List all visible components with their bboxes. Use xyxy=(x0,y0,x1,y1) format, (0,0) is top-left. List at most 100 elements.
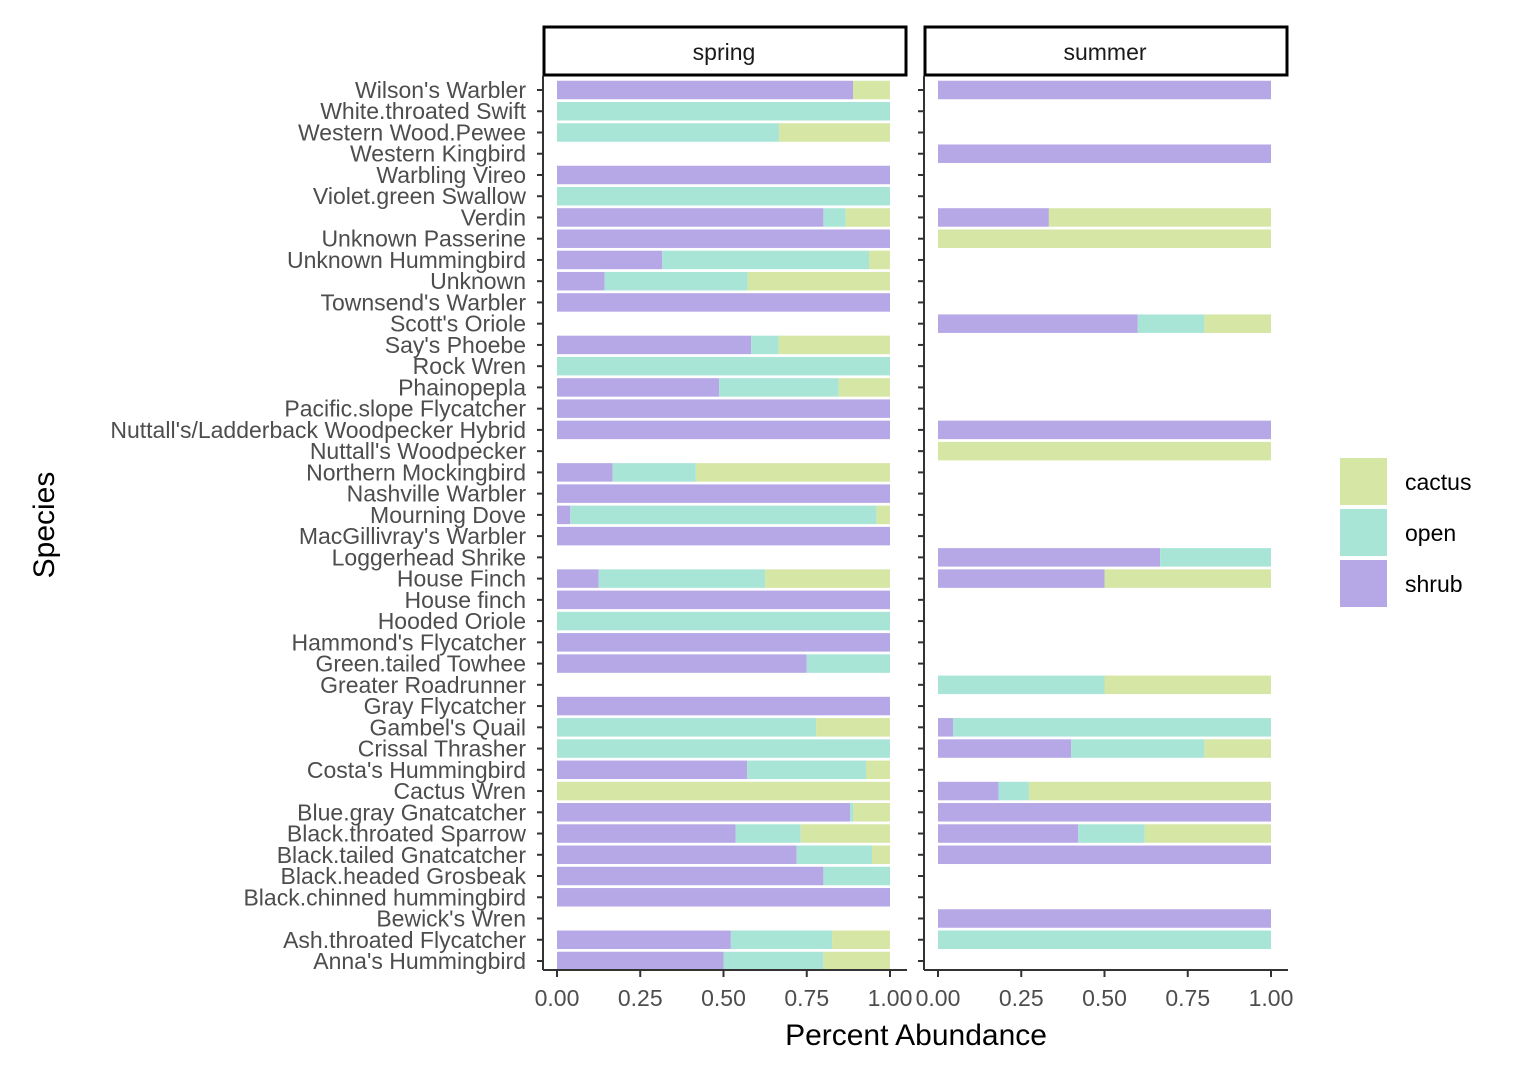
x-axis-title: Percent Abundance xyxy=(785,1019,1047,1052)
panel-spring: spring 0.00 0.25 0.50 0.75 1.00 xyxy=(535,25,913,1011)
bar-spring-house-finch-open xyxy=(598,569,766,588)
bar-spring-house-finch-shrub xyxy=(557,569,599,588)
bar-summer-house-finch-cactus xyxy=(1104,569,1271,588)
bar-spring-western-wood-pewee-open xyxy=(557,123,780,142)
bar-spring-ash-throated-flycatcher-cactus xyxy=(832,930,890,950)
bar-summer-house-finch-shrub xyxy=(938,569,1105,588)
bar-spring-black-throated-sparrow-shrub xyxy=(557,824,736,843)
bar-spring-ash-throated-flycatcher-open xyxy=(730,930,833,950)
facet-panels: spring 0.00 0.25 0.50 0.75 1.00 summer 0.00 0.25… xyxy=(535,25,1293,1011)
bar-spring-verdin-open xyxy=(823,208,846,227)
y-tick-label-black-tailed-gnatcatcher: Black.tailed Gnatcatcher xyxy=(277,842,527,868)
bar-spring-black-chinned-hummingbird-shrub xyxy=(557,888,890,907)
bar-spring-nuttall-s-ladderback-woodpecker-hybrid-shrub xyxy=(557,420,890,440)
bar-spring-wilson-s-warbler-shrub xyxy=(557,80,854,100)
bar-spring-hooded-oriole-open xyxy=(557,611,890,631)
bar-summer-loggerhead-shrike-shrub xyxy=(938,548,1161,567)
bar-spring-blue-gray-gnatcatcher-open xyxy=(850,803,854,822)
bar-spring-unknown-hummingbird-shrub xyxy=(557,250,663,270)
bar-spring-pacific-slope-flycatcher-shrub xyxy=(557,399,890,418)
y-tick-label-costa-s-hummingbird: Costa's Hummingbird xyxy=(307,757,526,783)
bar-spring-nashville-warbler-shrub xyxy=(557,484,890,503)
x-tick-label-summer-0: 0.00 xyxy=(916,985,961,1011)
y-tick-label-violet-green-swallow: Violet.green Swallow xyxy=(313,183,526,209)
bar-summer-cactus-wren-open xyxy=(998,781,1029,801)
bar-spring-white-throated-swift-open xyxy=(557,101,890,121)
bar-spring-blue-gray-gnatcatcher-cactus xyxy=(853,803,890,822)
bar-spring-green-tailed-towhee-open xyxy=(806,654,890,673)
y-tick-label-wilson-s-warbler: Wilson's Warbler xyxy=(355,77,526,103)
bar-summer-black-tailed-gnatcatcher-shrub xyxy=(938,845,1271,865)
bar-summer-black-throated-sparrow-shrub xyxy=(938,824,1079,843)
y-tick-label-mourning-dove: Mourning Dove xyxy=(370,502,526,528)
bar-summer-unknown-passerine-cactus xyxy=(938,229,1271,248)
bar-summer-scott-s-oriole-cactus xyxy=(1204,314,1271,333)
bar-spring-ash-throated-flycatcher-shrub xyxy=(557,930,731,950)
bar-spring-house-finch-shrub xyxy=(557,590,890,610)
y-tick-label-nuttall-s-ladderback-woodpecker-hybrid: Nuttall's/Ladderback Woodpecker Hybrid xyxy=(110,417,526,443)
y-tick-label-greater-roadrunner: Greater Roadrunner xyxy=(320,672,526,698)
bar-spring-black-tailed-gnatcatcher-cactus xyxy=(872,845,890,865)
bar-spring-say-s-phoebe-cactus xyxy=(778,335,890,355)
bar-spring-house-finch-cactus xyxy=(765,569,891,588)
bar-summer-scott-s-oriole-open xyxy=(1137,314,1205,333)
bar-spring-gambel-s-quail-open xyxy=(557,718,817,737)
y-tick-label-bewick-s-wren: Bewick's Wren xyxy=(376,906,526,932)
bar-summer-nuttall-s-woodpecker-cactus xyxy=(938,441,1271,461)
bar-spring-phainopepla-open xyxy=(719,378,839,397)
x-tick-label-summer-3: 0.75 xyxy=(1165,985,1210,1011)
bar-spring-unknown-shrub xyxy=(557,271,605,291)
bar-spring-mourning-dove-open xyxy=(570,505,877,525)
y-tick-label-western-wood-pewee: Western Wood.Pewee xyxy=(298,119,526,145)
bar-spring-unknown-open xyxy=(604,271,748,291)
bar-summer-crissal-thrasher-shrub xyxy=(938,739,1072,758)
bar-spring-northern-mockingbird-shrub xyxy=(557,463,613,482)
bar-spring-say-s-phoebe-shrub xyxy=(557,335,752,355)
bar-spring-anna-s-hummingbird-cactus xyxy=(823,951,890,971)
y-tick-label-phainopepla: Phainopepla xyxy=(398,374,526,400)
y-tick-label-unknown-passerine: Unknown Passerine xyxy=(321,226,526,252)
bar-summer-crissal-thrasher-open xyxy=(1071,739,1205,758)
y-tick-label-white-throated-swift: White.throated Swift xyxy=(320,98,526,124)
bar-summer-greater-roadrunner-open xyxy=(938,675,1105,695)
x-tick-label-spring-4: 1.00 xyxy=(868,985,913,1011)
y-tick-label-black-chinned-hummingbird: Black.chinned hummingbird xyxy=(243,884,526,910)
bar-spring-mourning-dove-shrub xyxy=(557,505,571,525)
strip-label-spring: spring xyxy=(693,39,756,65)
y-tick-label-macgillivray-s-warbler: MacGillivray's Warbler xyxy=(299,523,527,549)
bar-spring-black-throated-sparrow-open xyxy=(735,824,801,843)
y-tick-label-green-tailed-towhee: Green.tailed Towhee xyxy=(315,651,526,677)
bar-spring-unknown-passerine-shrub xyxy=(557,229,890,248)
bar-spring-gray-flycatcher-shrub xyxy=(557,696,890,716)
bar-summer-wilson-s-warbler-shrub xyxy=(938,80,1271,100)
y-tick-label-black-throated-sparrow: Black.throated Sparrow xyxy=(287,821,526,847)
bar-summer-black-throated-sparrow-open xyxy=(1078,824,1145,843)
legend-label-open: open xyxy=(1405,520,1456,546)
x-tick-label-spring-1: 0.25 xyxy=(618,985,663,1011)
bar-spring-black-tailed-gnatcatcher-shrub xyxy=(557,845,797,865)
y-tick-label-hooded-oriole: Hooded Oriole xyxy=(378,608,526,634)
x-tick-label-summer-2: 0.50 xyxy=(1082,985,1127,1011)
legend: cactus open shrub xyxy=(1340,458,1471,607)
bar-spring-crissal-thrasher-open xyxy=(557,739,890,758)
x-tick-label-spring-0: 0.00 xyxy=(535,985,580,1011)
bar-spring-black-headed-grosbeak-open xyxy=(823,866,890,886)
legend-label-shrub: shrub xyxy=(1405,571,1463,597)
bar-spring-unknown-cactus xyxy=(747,271,890,291)
y-axis-title: Species xyxy=(28,472,61,579)
y-tick-label-northern-mockingbird: Northern Mockingbird xyxy=(306,459,526,485)
bar-spring-unknown-hummingbird-cactus xyxy=(869,250,890,270)
bar-spring-western-wood-pewee-cactus xyxy=(779,123,890,142)
bar-spring-northern-mockingbird-open xyxy=(612,463,696,482)
x-tick-label-spring-3: 0.75 xyxy=(784,985,829,1011)
legend-label-cactus: cactus xyxy=(1405,469,1471,495)
y-tick-label-warbling-vireo: Warbling Vireo xyxy=(376,162,526,188)
y-tick-label-townsend-s-warbler: Townsend's Warbler xyxy=(320,289,526,315)
bar-summer-greater-roadrunner-cactus xyxy=(1104,675,1271,695)
bar-spring-black-tailed-gnatcatcher-open xyxy=(796,845,873,865)
bar-spring-blue-gray-gnatcatcher-shrub xyxy=(557,803,851,822)
x-tick-label-spring-2: 0.50 xyxy=(701,985,746,1011)
bar-summer-verdin-shrub xyxy=(938,208,1049,227)
bar-spring-costa-s-hummingbird-cactus xyxy=(866,760,890,780)
bar-spring-wilson-s-warbler-cactus xyxy=(853,80,890,100)
